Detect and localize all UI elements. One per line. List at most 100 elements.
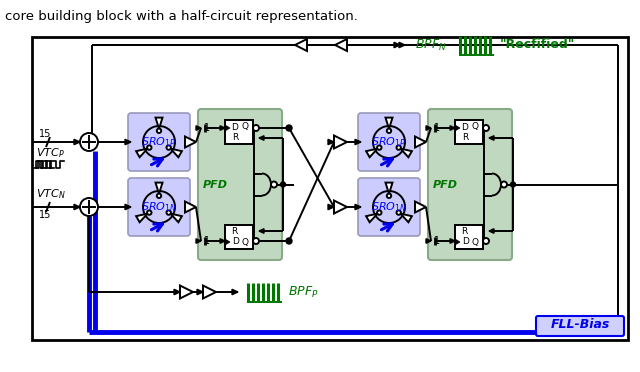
Circle shape bbox=[286, 125, 292, 131]
Polygon shape bbox=[450, 126, 455, 130]
Text: core building block with a half-circuit representation.: core building block with a half-circuit … bbox=[5, 10, 358, 23]
FancyBboxPatch shape bbox=[128, 178, 190, 236]
Text: 15: 15 bbox=[39, 129, 51, 139]
Polygon shape bbox=[225, 125, 230, 131]
FancyBboxPatch shape bbox=[358, 113, 420, 171]
Bar bbox=[225, 120, 253, 144]
Circle shape bbox=[271, 182, 277, 187]
Polygon shape bbox=[450, 239, 455, 243]
Text: R: R bbox=[462, 132, 468, 141]
Text: D: D bbox=[231, 122, 238, 131]
FancyBboxPatch shape bbox=[358, 178, 420, 236]
Polygon shape bbox=[156, 183, 163, 194]
Text: $SRO_{1P}$: $SRO_{1P}$ bbox=[141, 135, 177, 149]
Circle shape bbox=[483, 238, 489, 244]
Polygon shape bbox=[74, 204, 80, 210]
Polygon shape bbox=[355, 204, 361, 210]
Polygon shape bbox=[220, 126, 225, 130]
Polygon shape bbox=[335, 39, 347, 51]
Circle shape bbox=[253, 238, 259, 244]
Polygon shape bbox=[426, 126, 431, 130]
Text: 1: 1 bbox=[204, 123, 210, 133]
Polygon shape bbox=[366, 214, 378, 222]
Text: $VTC_N$: $VTC_N$ bbox=[36, 187, 66, 201]
Polygon shape bbox=[196, 239, 201, 243]
Text: "Recfified": "Recfified" bbox=[500, 38, 575, 51]
Polygon shape bbox=[225, 239, 230, 245]
Text: 1: 1 bbox=[434, 123, 440, 133]
Polygon shape bbox=[74, 139, 80, 145]
Circle shape bbox=[286, 238, 292, 244]
Text: PFD: PFD bbox=[433, 180, 458, 189]
Bar bbox=[455, 225, 483, 249]
Polygon shape bbox=[232, 289, 238, 295]
Polygon shape bbox=[136, 148, 148, 157]
Circle shape bbox=[483, 125, 489, 131]
Text: $SRO_{1N}$: $SRO_{1N}$ bbox=[371, 200, 407, 214]
Circle shape bbox=[157, 193, 161, 198]
Polygon shape bbox=[125, 139, 131, 145]
Text: D: D bbox=[462, 237, 469, 247]
Circle shape bbox=[280, 182, 285, 187]
Circle shape bbox=[397, 145, 401, 150]
Polygon shape bbox=[385, 118, 392, 129]
Text: 1: 1 bbox=[434, 236, 440, 246]
Polygon shape bbox=[401, 148, 412, 157]
Polygon shape bbox=[196, 126, 201, 130]
Text: $BPF_P$: $BPF_P$ bbox=[288, 285, 319, 299]
Text: $BPF_N$: $BPF_N$ bbox=[415, 38, 447, 52]
Circle shape bbox=[166, 211, 171, 215]
Text: PFD: PFD bbox=[202, 180, 227, 189]
Polygon shape bbox=[455, 239, 460, 245]
Text: Q: Q bbox=[471, 237, 478, 247]
Polygon shape bbox=[170, 148, 182, 157]
Circle shape bbox=[166, 145, 171, 150]
Polygon shape bbox=[220, 239, 225, 243]
Circle shape bbox=[157, 129, 161, 133]
Polygon shape bbox=[355, 139, 361, 145]
Text: FLL-Bias: FLL-Bias bbox=[550, 318, 610, 331]
Circle shape bbox=[501, 182, 507, 187]
Polygon shape bbox=[366, 148, 378, 157]
FancyBboxPatch shape bbox=[198, 109, 282, 260]
Text: D: D bbox=[232, 237, 239, 247]
Text: Q: Q bbox=[241, 237, 248, 247]
Polygon shape bbox=[399, 42, 405, 48]
Circle shape bbox=[387, 193, 391, 198]
Circle shape bbox=[397, 211, 401, 215]
Polygon shape bbox=[401, 214, 412, 222]
Circle shape bbox=[377, 211, 381, 215]
Polygon shape bbox=[489, 136, 494, 140]
Polygon shape bbox=[125, 204, 131, 210]
Text: R: R bbox=[461, 228, 467, 237]
Bar bbox=[455, 120, 483, 144]
Polygon shape bbox=[197, 289, 203, 295]
Circle shape bbox=[377, 145, 381, 150]
Polygon shape bbox=[334, 135, 347, 148]
Circle shape bbox=[147, 211, 152, 215]
Polygon shape bbox=[136, 214, 148, 222]
Polygon shape bbox=[394, 42, 400, 48]
Circle shape bbox=[80, 198, 98, 216]
FancyBboxPatch shape bbox=[128, 113, 190, 171]
Polygon shape bbox=[334, 201, 347, 214]
Text: 15: 15 bbox=[39, 210, 51, 220]
Polygon shape bbox=[385, 183, 392, 194]
Polygon shape bbox=[455, 125, 460, 131]
Text: R: R bbox=[231, 228, 237, 237]
Polygon shape bbox=[180, 285, 193, 298]
Circle shape bbox=[253, 125, 259, 131]
Bar bbox=[225, 225, 253, 249]
Polygon shape bbox=[295, 39, 307, 51]
Circle shape bbox=[387, 129, 391, 133]
Circle shape bbox=[147, 145, 152, 150]
Bar bbox=[32, 37, 628, 340]
Text: Q: Q bbox=[241, 122, 248, 131]
Text: D: D bbox=[461, 122, 468, 131]
FancyBboxPatch shape bbox=[536, 316, 624, 336]
Text: 1: 1 bbox=[204, 236, 210, 246]
Polygon shape bbox=[156, 118, 163, 129]
Circle shape bbox=[80, 133, 98, 151]
Polygon shape bbox=[489, 229, 494, 233]
Text: $VTC_P$: $VTC_P$ bbox=[36, 146, 65, 160]
